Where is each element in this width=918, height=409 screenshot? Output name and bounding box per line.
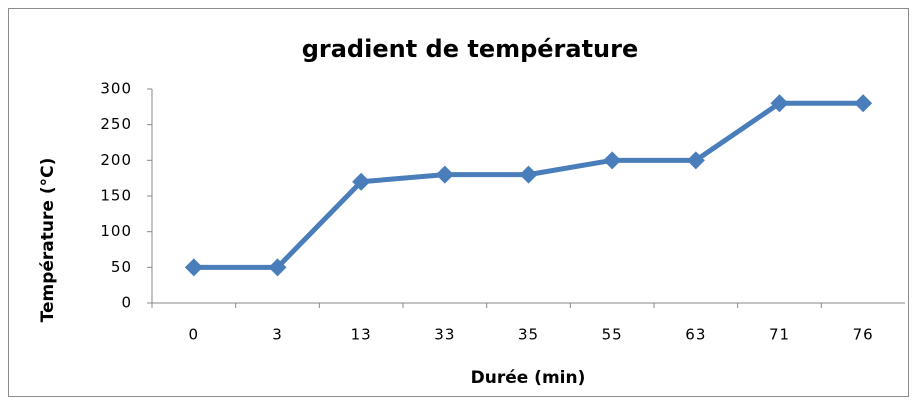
x-tick-label: 35 [518,326,539,344]
data-point [603,151,622,170]
chart-title: gradient de température [302,35,639,63]
data-point [268,258,287,277]
data-point [435,165,454,184]
x-tick-label: 55 [602,326,623,344]
data-point [184,258,203,277]
data-point [519,165,538,184]
chart-border [8,8,909,397]
x-tick-label: 33 [434,326,455,344]
y-tick-label: 150 [100,187,132,205]
x-tick-label: 71 [769,326,790,344]
y-tick-label: 50 [111,258,132,276]
x-tick-label: 13 [351,326,372,344]
x-tick-label: 63 [685,326,706,344]
data-point [686,151,705,170]
y-tick-label: 100 [100,222,132,240]
data-point [770,94,789,113]
y-tick-label: 250 [100,115,132,133]
x-tick-label: 0 [189,326,200,344]
x-tick-label: 3 [272,326,283,344]
data-point [854,94,873,113]
y-tick-label: 200 [100,151,132,169]
y-axis-label: Température (°C) [38,158,58,323]
y-tick-label: 300 [100,80,132,98]
x-axis-label: Durée (min) [471,368,586,388]
x-tick-label: 76 [853,326,874,344]
data-point [352,172,371,191]
y-tick-label: 0 [121,294,132,312]
